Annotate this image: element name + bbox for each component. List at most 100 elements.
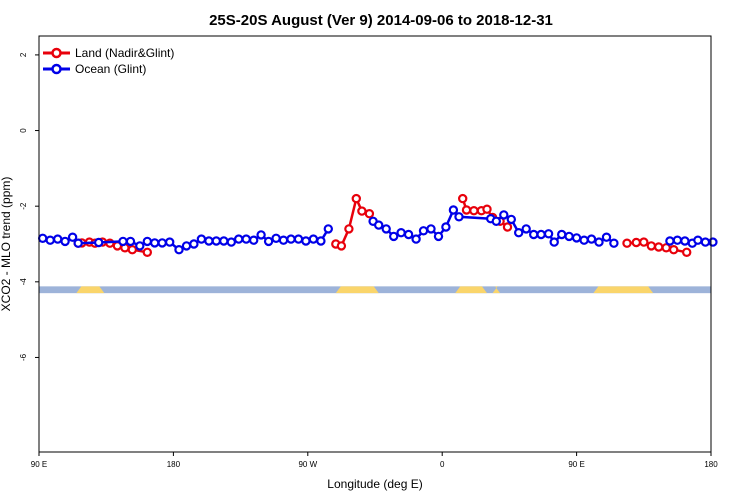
data-point <box>351 193 361 204</box>
data-point <box>482 204 492 214</box>
x-tick-label: 90 E <box>31 460 47 469</box>
data-point <box>241 234 251 244</box>
data-point <box>601 232 612 242</box>
legend-item-ocean: Ocean (Glint) <box>43 62 146 76</box>
legend-land-label: Land (Nadir&Glint) <box>75 46 174 60</box>
legend-land-swatch-marker <box>51 47 62 59</box>
data-point <box>293 234 304 244</box>
x-tick-label: 180 <box>704 460 718 469</box>
data-point <box>60 236 70 247</box>
data-point <box>164 237 175 247</box>
data-point <box>654 242 664 252</box>
data-point <box>53 234 63 244</box>
data-point <box>693 235 703 245</box>
data-point <box>142 247 152 257</box>
legend-ocean-label: Ocean (Glint) <box>75 62 146 76</box>
data-point <box>45 235 55 245</box>
data-point <box>418 226 429 236</box>
data-point <box>557 229 567 240</box>
x-tick-label: 90 W <box>298 460 317 469</box>
data-point <box>157 238 167 248</box>
data-point <box>521 224 531 234</box>
chart-title: 25S-20S August (Ver 9) 2014-09-06 to 201… <box>209 12 553 29</box>
data-point <box>543 229 554 239</box>
data-point <box>631 237 642 248</box>
data-point <box>344 224 354 234</box>
data-point <box>271 233 281 243</box>
data-point <box>248 235 259 245</box>
legend-ocean-swatch-marker <box>51 63 62 75</box>
y-axis-label: XCO2 - MLO trend (ppm) <box>0 177 13 312</box>
data-point <box>594 237 604 247</box>
data-point <box>286 234 296 244</box>
data-point <box>67 232 78 242</box>
data-point <box>411 234 421 244</box>
data-point <box>389 231 399 242</box>
data-point <box>454 212 464 222</box>
data-point <box>174 244 184 255</box>
data-point <box>502 222 513 232</box>
data-point <box>256 230 266 240</box>
data-point <box>189 239 199 249</box>
data-point <box>301 236 311 246</box>
data-point <box>149 238 160 248</box>
y-axis: 2 0 -2 -4 -6 <box>19 52 39 361</box>
x-tick-label: 90 E <box>568 460 584 469</box>
data-point <box>564 231 574 242</box>
legend: Land (Nadir&Glint) Ocean (Glint) <box>43 46 174 76</box>
data-point <box>211 236 221 246</box>
landmask-strip <box>39 286 711 294</box>
landmask-land-patch <box>76 286 105 294</box>
data-point <box>622 238 632 248</box>
data-point <box>278 235 289 245</box>
series-ocean <box>38 205 718 255</box>
data-point <box>536 229 546 240</box>
data-point <box>181 241 192 251</box>
data-point <box>323 224 333 234</box>
data-point <box>461 205 472 215</box>
data-point <box>219 236 229 246</box>
data-point <box>127 244 137 255</box>
data-point <box>374 220 384 230</box>
data-point <box>529 229 539 240</box>
data-point <box>233 234 244 244</box>
data-point <box>135 241 145 251</box>
plot-frame <box>38 35 712 453</box>
legend-item-land: Land (Nadir&Glint) <box>43 46 174 60</box>
landmask-land-patch <box>455 286 487 294</box>
data-point <box>226 237 236 247</box>
x-axis-label: Longitude (deg E) <box>327 477 422 491</box>
data-point <box>93 237 104 248</box>
data-point <box>549 237 559 247</box>
data-point <box>433 231 444 242</box>
landmask-land-patch <box>492 286 501 294</box>
data-point <box>458 193 468 204</box>
data-point <box>357 206 367 216</box>
y-tick-label: -6 <box>19 353 28 361</box>
data-point <box>571 233 582 243</box>
series-line <box>335 194 370 248</box>
data-point <box>263 236 274 247</box>
landmask-land-patch <box>593 286 654 294</box>
data-point <box>364 208 375 219</box>
data-point <box>316 236 326 246</box>
data-point <box>204 236 214 246</box>
data-point <box>396 227 406 238</box>
data-point <box>118 236 128 247</box>
data-point <box>665 236 675 246</box>
data-point <box>38 233 48 243</box>
data-point <box>586 234 597 244</box>
data-point <box>125 236 136 247</box>
data-point <box>441 222 451 232</box>
data-point <box>506 214 516 225</box>
data-point <box>609 238 619 248</box>
data-point <box>499 210 509 220</box>
data-point <box>669 244 679 255</box>
data-point <box>708 237 718 247</box>
data-point <box>514 227 524 238</box>
data-point <box>646 241 657 251</box>
y-tick-label: -4 <box>19 278 28 286</box>
landmask-land-patch <box>335 286 379 294</box>
data-point <box>308 234 319 244</box>
